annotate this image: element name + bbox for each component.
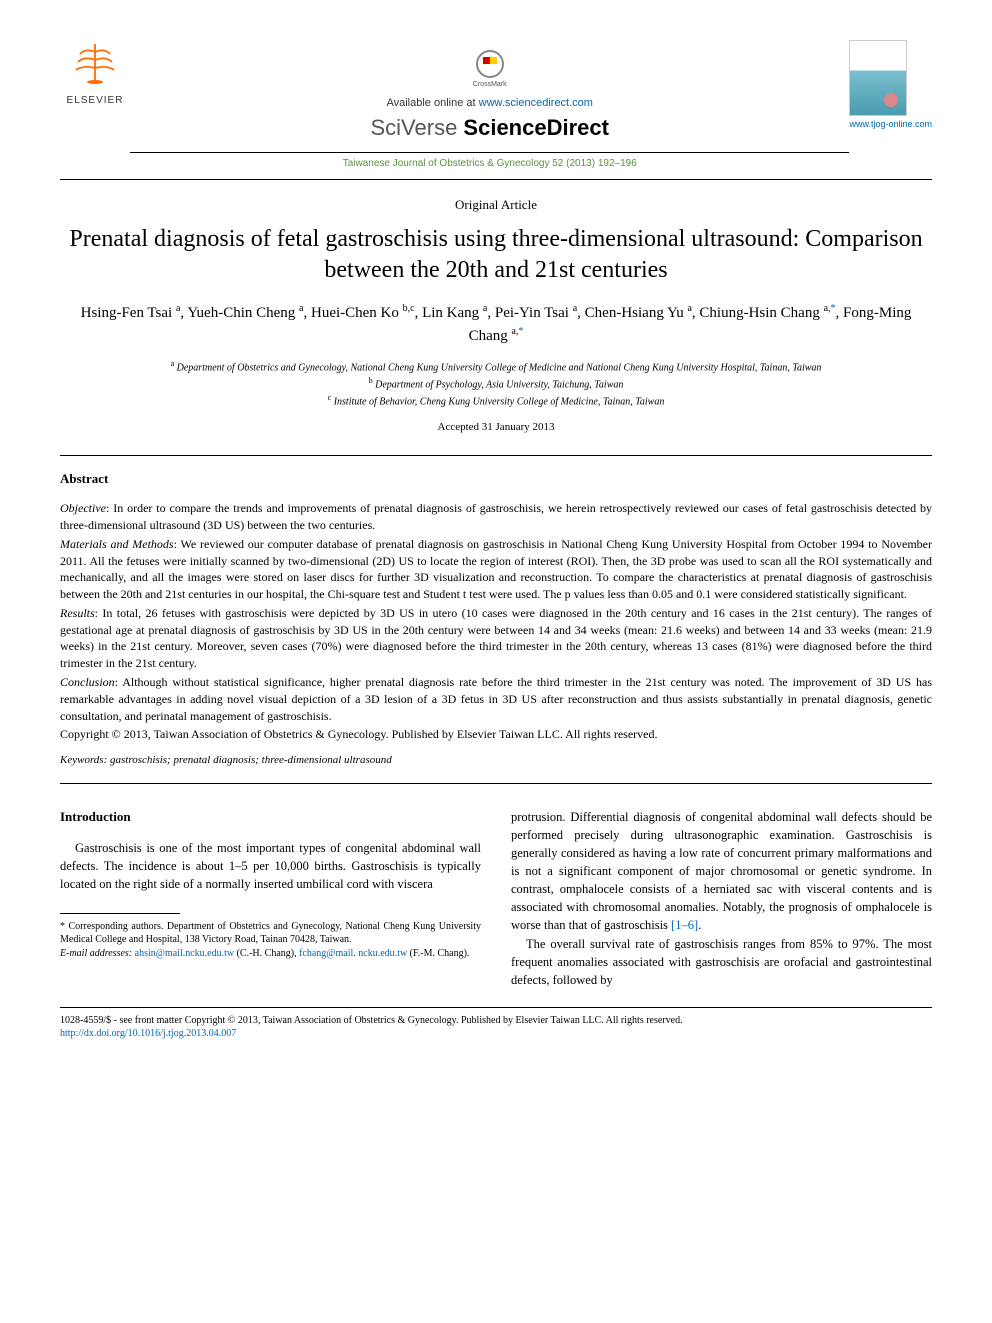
conclusion-text: : Although without statistical significa… (60, 675, 932, 723)
article-title: Prenatal diagnosis of fetal gastroschisi… (60, 224, 932, 286)
available-prefix: Available online at (386, 97, 478, 109)
article-type: Original Article (60, 196, 932, 214)
email-1[interactable]: ahsin@mail.ncku.edu.tw (135, 948, 234, 959)
doi-link[interactable]: http://dx.doi.org/10.1016/j.tjog.2013.04… (60, 1028, 236, 1039)
available-online: Available online at www.sciencedirect.co… (130, 96, 849, 111)
col2-text-a: protrusion. Differential diagnosis of co… (511, 810, 932, 933)
crossmark-icon (476, 50, 504, 78)
abstract-heading: Abstract (60, 470, 932, 488)
elsevier-tree-icon (60, 40, 130, 94)
email-2[interactable]: fchang@mail. ncku.edu.tw (299, 948, 407, 959)
affiliation-a: Department of Obstetrics and Gynecology,… (177, 362, 822, 373)
body-columns: Introduction Gastroschisis is one of the… (60, 808, 932, 989)
footer-copyright: 1028-4559/$ - see front matter Copyright… (60, 1014, 932, 1027)
right-column: protrusion. Differential diagnosis of co… (511, 808, 932, 989)
email-1-who: (C.-H. Chang), (234, 948, 299, 959)
affiliation-c: Institute of Behavior, Cheng Kung Univer… (334, 397, 665, 408)
sciverse-brand: SciVerse ScienceDirect (130, 113, 849, 144)
corr-label: * Corresponding authors. (60, 921, 167, 932)
footnote-separator (60, 913, 180, 914)
col2-text-b: . (698, 918, 701, 932)
left-column: Introduction Gastroschisis is one of the… (60, 808, 481, 989)
abstract-copyright: Copyright © 2013, Taiwan Association of … (60, 726, 932, 743)
intro-paragraph-1: Gastroschisis is one of the most importa… (60, 839, 481, 893)
footnotes: * Corresponding authors. Department of O… (60, 920, 481, 961)
methods-label: Materials and Methods (60, 537, 174, 551)
email-2-who: (F.-M. Chang). (407, 948, 469, 959)
keywords-text: gastroschisis; prenatal diagnosis; three… (107, 754, 391, 766)
sciencedirect-link[interactable]: www.sciencedirect.com (479, 97, 593, 109)
corresponding-author-note: * Corresponding authors. Department of O… (60, 920, 481, 947)
affiliations: a Department of Obstetrics and Gynecolog… (60, 358, 932, 410)
results-label: Results (60, 606, 95, 620)
journal-cover-thumbnail[interactable] (849, 40, 907, 116)
elsevier-label: ELSEVIER (60, 94, 130, 108)
journal-reference: Taiwanese Journal of Obstetrics & Gyneco… (130, 157, 849, 171)
sciencedirect-word: ScienceDirect (463, 115, 609, 140)
abstract-body: Objective: In order to compare the trend… (60, 500, 932, 743)
page-header: ELSEVIER CrossMark Available online at w… (60, 40, 932, 171)
conclusion-label: Conclusion (60, 675, 115, 689)
sciverse-prefix: SciVerse (370, 115, 463, 140)
email-addresses: E-mail addresses: ahsin@mail.ncku.edu.tw… (60, 947, 481, 961)
tjog-link[interactable]: www.tjog-online.com (849, 118, 932, 131)
email-label: E-mail addresses: (60, 948, 135, 959)
objective-label: Objective (60, 501, 106, 515)
keywords-line: Keywords: gastroschisis; prenatal diagno… (60, 753, 932, 768)
keywords-label: Keywords: (60, 754, 107, 766)
journal-cover-block: www.tjog-online.com (849, 40, 932, 131)
footer-bar: 1028-4559/$ - see front matter Copyright… (60, 1007, 932, 1040)
crossmark-badge[interactable]: CrossMark (473, 50, 507, 90)
intro-paragraph-2: The overall survival rate of gastroschis… (511, 935, 932, 989)
results-text: : In total, 26 fetuses with gastroschisi… (60, 606, 932, 670)
author-list: Hsing-Fen Tsai a, Yueh-Chin Cheng a, Hue… (60, 301, 932, 348)
center-header: CrossMark Available online at www.scienc… (130, 40, 849, 171)
accepted-date: Accepted 31 January 2013 (60, 420, 932, 435)
crossmark-label: CrossMark (473, 80, 507, 90)
introduction-heading: Introduction (60, 808, 481, 827)
intro-paragraph-1-cont: protrusion. Differential diagnosis of co… (511, 808, 932, 935)
objective-text: : In order to compare the trends and imp… (60, 501, 932, 532)
methods-text: : We reviewed our computer database of p… (60, 537, 932, 601)
ref-link-1-6[interactable]: [1–6] (671, 918, 698, 932)
affiliation-b: Department of Psychology, Asia Universit… (375, 379, 623, 390)
elsevier-logo: ELSEVIER (60, 40, 130, 108)
